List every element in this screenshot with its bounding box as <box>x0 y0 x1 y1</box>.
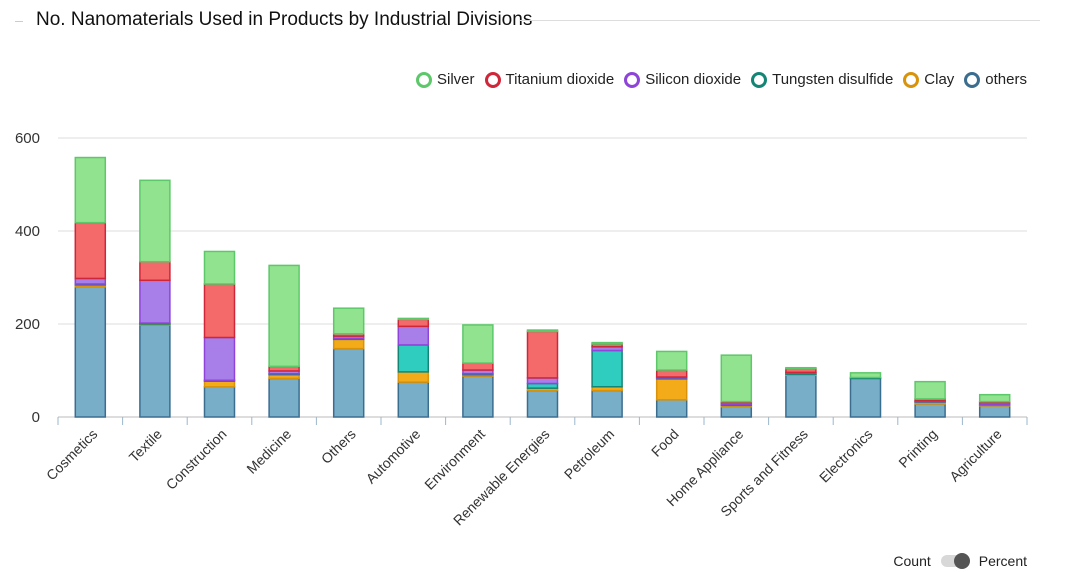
bar-segment-silver <box>74 156 107 224</box>
x-tick-label: Environment <box>421 426 488 493</box>
bar-segment-others <box>462 375 494 418</box>
x-tick-label: Others <box>318 426 359 467</box>
bar-segment-silver <box>139 179 171 263</box>
legend-item-titanium-dioxide[interactable]: Titanium dioxide <box>484 71 615 88</box>
bar-segment-others <box>655 399 688 418</box>
bar-segment-tungsten-disulfide <box>397 344 430 373</box>
bar-segment-silver <box>978 393 1011 403</box>
bar-segment-titanium-dioxide <box>74 221 107 280</box>
legend-label: Clay <box>924 71 955 88</box>
bar-segment-others <box>268 377 300 418</box>
bar-segment-clay <box>397 371 430 383</box>
bar-segment-others <box>720 406 753 418</box>
bar-segment-silver <box>203 250 236 285</box>
bar-segment-others <box>332 347 365 418</box>
bar-segment-others <box>914 403 946 418</box>
count-percent-toggle[interactable] <box>940 553 970 569</box>
legend-label: Tungsten disulfide <box>772 71 894 88</box>
legend-label: Silver <box>437 71 475 88</box>
x-tick-label: Food <box>648 426 682 460</box>
legend-marker-icon <box>624 71 641 88</box>
bar-segment-silver <box>268 264 300 368</box>
bar-segment-others <box>397 381 430 418</box>
bar-segment-others <box>849 377 882 418</box>
bar-segment-others <box>139 324 171 418</box>
legend-marker-icon <box>484 71 501 88</box>
bar-segment-silicon-dioxide <box>139 279 171 324</box>
bar-segment-others <box>203 386 236 418</box>
bar-segment-silver <box>462 324 494 364</box>
bar-segment-silver <box>526 329 559 333</box>
legend-item-clay[interactable]: Clay <box>903 71 954 88</box>
bar-segment-clay <box>332 338 365 350</box>
bar-segment-silver <box>332 307 365 335</box>
y-tick-label: 200 <box>15 316 40 333</box>
bar-segment-silver <box>914 380 946 400</box>
bar-segment-silver <box>849 372 882 379</box>
bar-segment-others <box>978 405 1011 418</box>
x-tick-label: Cosmetics <box>43 426 101 484</box>
toggle-label-count[interactable]: Count <box>893 553 931 569</box>
y-tick-label: 400 <box>15 223 40 240</box>
title-tick-line <box>15 21 23 22</box>
bar-segment-silicon-dioxide <box>526 377 559 385</box>
bar-segment-clay <box>203 380 236 388</box>
legend-marker-icon <box>751 71 768 88</box>
legend-label: Titanium dioxide <box>505 71 615 88</box>
bar-segment-silver <box>785 366 817 370</box>
x-tick-label: Agriculture <box>946 426 1005 485</box>
x-tick-label: Medicine <box>243 426 294 477</box>
count-percent-toggle-group: Count Percent <box>893 553 1027 569</box>
legend-label: others <box>985 71 1027 88</box>
bar-segment-titanium-dioxide <box>139 260 171 282</box>
y-tick-label: 600 <box>15 130 40 147</box>
legend-item-others[interactable]: others <box>964 71 1027 88</box>
toggle-label-percent[interactable]: Percent <box>978 553 1027 569</box>
bar-segment-others <box>74 286 107 418</box>
legend-item-tungsten-disulfide[interactable]: Tungsten disulfide <box>751 71 893 88</box>
x-tick-label: Petroleum <box>561 426 617 482</box>
legend-label: Silicon dioxide <box>645 71 742 88</box>
bar-segment-titanium-dioxide <box>203 283 236 339</box>
bar-segment-clay <box>655 378 688 401</box>
x-tick-label: Textile <box>126 426 166 466</box>
bar-segment-silver <box>720 354 753 403</box>
legend-marker-icon <box>416 71 433 88</box>
legend: Silver Titanium dioxide Silicon dioxide Tun… <box>416 71 1027 88</box>
x-tick-label: Automotive <box>363 426 424 487</box>
bar-segment-others <box>785 374 817 418</box>
bar-segment-silver <box>655 350 688 371</box>
y-tick-label: 0 <box>32 409 40 426</box>
title-bar: No. Nanomaterials Used in Products by In… <box>0 0 1065 40</box>
bar-segment-others <box>591 389 623 418</box>
title-rule-line <box>520 20 1040 21</box>
legend-marker-icon <box>903 71 920 88</box>
x-tick-label: Printing <box>895 426 940 471</box>
bar-segment-silicon-dioxide <box>397 325 430 346</box>
bar-segment-silver <box>591 341 623 345</box>
toggle-knob[interactable] <box>953 553 970 569</box>
bar-segment-titanium-dioxide <box>462 362 494 371</box>
legend-item-silver[interactable]: Silver <box>416 71 475 88</box>
bar-segment-tungsten-disulfide <box>591 349 623 388</box>
legend-marker-icon <box>964 71 981 88</box>
bar-segment-silicon-dioxide <box>74 277 107 285</box>
bar-segment-silicon-dioxide <box>203 336 236 382</box>
bar-segment-titanium-dioxide <box>655 369 688 378</box>
bar-segment-titanium-dioxide <box>397 318 430 328</box>
legend-item-silicon-dioxide[interactable]: Silicon dioxide <box>624 71 741 88</box>
chart-title: No. Nanomaterials Used in Products by In… <box>36 9 533 30</box>
bar-segment-others <box>526 389 559 418</box>
x-tick-label: Construction <box>163 426 230 493</box>
bar-segment-silver <box>397 317 430 321</box>
bar-segment-titanium-dioxide <box>526 330 559 379</box>
x-tick-label: Electronics <box>816 426 876 486</box>
